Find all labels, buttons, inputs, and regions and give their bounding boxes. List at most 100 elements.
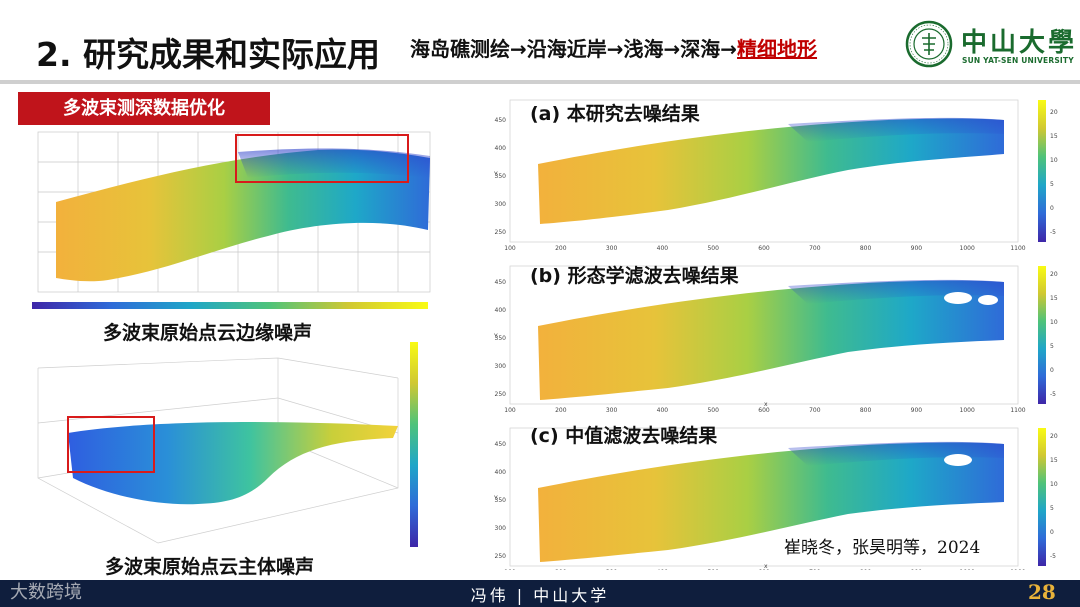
colorbar-tick-label: 0 — [1050, 367, 1054, 374]
panel-c-label: (c) 中值滤波去噪结果 — [530, 425, 718, 447]
university-seal-icon — [905, 20, 953, 68]
x-axis-label: x — [764, 563, 768, 570]
x-tick-label: 1000 — [960, 569, 975, 570]
y-axis-label: Y — [493, 495, 498, 502]
x-tick-label: 300 — [606, 569, 618, 570]
denoise-result-plot-a: 100 200 300 400 500 600 700 800 900 1000 110045040… — [493, 99, 1058, 250]
x-tick-label: 800 — [860, 407, 872, 412]
page-number: 28 — [1028, 580, 1056, 604]
y-tick-label: 350 — [495, 335, 507, 342]
x-tick-label: 500 — [707, 569, 719, 570]
x-axis-label: x — [764, 401, 768, 408]
x-tick-label: 800 — [860, 569, 872, 570]
y-tick-label: 400 — [495, 145, 507, 152]
horizontal-colorbar — [32, 302, 428, 309]
watermark: 大数跨境 — [10, 582, 82, 603]
raw-pointcloud-edge-noise-plot — [32, 131, 431, 309]
swath-result-c — [538, 442, 1004, 562]
x-tick-label: 100 — [504, 407, 516, 412]
x-tick-label: 200 — [555, 245, 567, 250]
x-tick-label: 300 — [606, 407, 618, 412]
vertical-colorbar-3d — [410, 342, 418, 547]
y-tick-label: 250 — [495, 229, 507, 236]
colorbar-tick-label: 5 — [1050, 505, 1054, 512]
x-tick-label: 400 — [657, 407, 669, 412]
x-tick-label: 400 — [657, 569, 669, 570]
y-tick-label: 300 — [495, 201, 507, 208]
section-tag: 多波束测深数据优化 — [18, 92, 270, 125]
x-tick-label: 1100 — [1010, 569, 1025, 570]
university-name-cn: 中山大學 — [961, 28, 1078, 58]
colorbar-tick-label: 10 — [1050, 481, 1058, 488]
panel-a-label: (a) 本研究去噪结果 — [530, 103, 700, 125]
x-tick-label: 600 — [758, 569, 770, 570]
colorbar-a — [1038, 100, 1046, 242]
colorbar-tick-label: 5 — [1050, 181, 1054, 188]
y-tick-label: 400 — [495, 469, 507, 476]
colorbar-tick-label: 15 — [1050, 457, 1058, 464]
colorbar-tick-label: 20 — [1050, 433, 1058, 440]
colorbar-tick-label: -5 — [1050, 391, 1056, 398]
x-tick-label: 1000 — [960, 407, 975, 412]
y-tick-label: 450 — [495, 279, 507, 286]
university-logo: 中山大學 SUN YAT-SEN UNIVERSITY — [905, 20, 1075, 72]
x-tick-label: 700 — [809, 569, 821, 570]
swath-result-a — [538, 118, 1004, 224]
colorbar-tick-label: -5 — [1050, 553, 1056, 560]
y-tick-label: 450 — [495, 441, 507, 448]
x-tick-label: 200 — [555, 569, 567, 570]
x-tick-label: 800 — [860, 245, 872, 250]
slide-title: 2. 研究成果和实际应用 — [36, 35, 380, 74]
colorbar-tick-label: 20 — [1050, 271, 1058, 278]
x-tick-label: 300 — [606, 245, 618, 250]
colorbar-c — [1038, 428, 1046, 566]
flow-prefix: 海岛礁测绘→沿海近岸→浅海→深海→ — [410, 37, 738, 61]
y-tick-label: 350 — [495, 497, 507, 504]
colorbar-tick-label: 10 — [1050, 319, 1058, 326]
edge-noise-caption: 多波束原始点云边缘噪声 — [103, 322, 313, 344]
colorbar-tick-label: 15 — [1050, 295, 1058, 302]
y-tick-label: 400 — [495, 307, 507, 314]
x-tick-label: 600 — [758, 407, 770, 412]
x-tick-label: 1100 — [1010, 245, 1025, 250]
x-tick-label: 900 — [911, 569, 923, 570]
header-divider — [0, 80, 1080, 84]
x-tick-label: 900 — [911, 245, 923, 250]
y-tick-label: 300 — [495, 363, 507, 370]
body-noise-caption: 多波束原始点云主体噪声 — [105, 556, 315, 578]
edge-noise-highlight-box — [235, 134, 409, 183]
footer-text: 冯伟 | 中山大学 — [470, 586, 610, 605]
raw-pointcloud-body-noise-3d-plot — [37, 342, 418, 547]
colorbar-tick-label: 0 — [1050, 205, 1054, 212]
colorbar-tick-label: 10 — [1050, 157, 1058, 164]
x-tick-label: 100 — [504, 245, 516, 250]
swath-result-b — [538, 280, 1004, 400]
x-tick-label: 200 — [555, 407, 567, 412]
colorbar-tick-label: 0 — [1050, 529, 1054, 536]
colorbar-tick-label: -5 — [1050, 229, 1056, 236]
3d-pointcloud-surface — [68, 422, 398, 505]
x-tick-label: 700 — [809, 245, 821, 250]
y-tick-label: 250 — [495, 391, 507, 398]
y-tick-label: 250 — [495, 553, 507, 560]
citation: 崔晓冬，张昊明等，2024 — [784, 538, 981, 558]
y-tick-label: 350 — [495, 173, 507, 180]
denoise-result-plot-b: 100 200 300 400 500 600 700 800 900 1000 110045040… — [493, 265, 1058, 412]
panel-b-label: (b) 形态学滤波去噪结果 — [530, 265, 739, 287]
x-tick-label: 400 — [657, 245, 669, 250]
y-tick-label: 300 — [495, 525, 507, 532]
x-tick-label: 1000 — [960, 245, 975, 250]
y-axis-label: Y — [493, 333, 498, 340]
body-noise-highlight-box — [67, 416, 155, 473]
x-tick-label: 500 — [707, 407, 719, 412]
flow-highlight: 精细地形 — [737, 37, 818, 61]
denoise-result-plot-c: 1002003004005006007008009001000110045040… — [493, 427, 1058, 570]
y-tick-label: 450 — [495, 117, 507, 124]
colorbar-tick-label: 15 — [1050, 133, 1058, 140]
footer-bar — [0, 580, 1080, 607]
y-axis-label: Y — [493, 171, 498, 178]
x-tick-label: 600 — [758, 245, 770, 250]
research-flow: 海岛礁测绘→沿海近岸→浅海→深海→精细地形 — [410, 33, 817, 62]
university-name-en: SUN YAT-SEN UNIVERSITY — [962, 56, 1074, 65]
colorbar-b — [1038, 266, 1046, 404]
